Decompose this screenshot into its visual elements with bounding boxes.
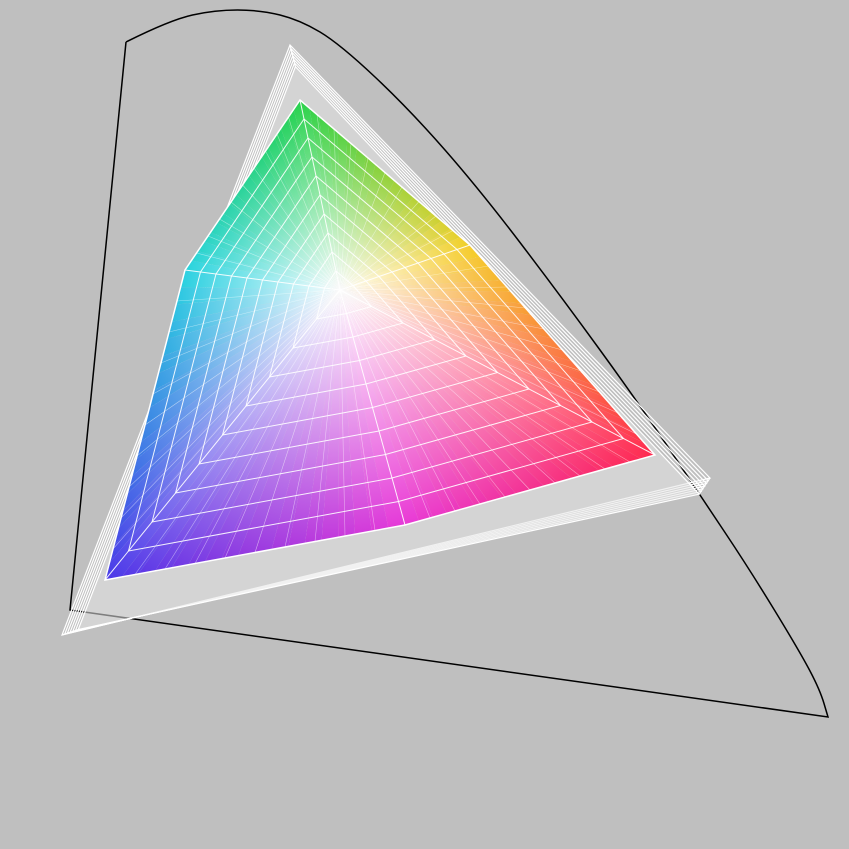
chromaticity-diagram xyxy=(0,0,849,849)
wireframe-edge xyxy=(62,630,78,635)
